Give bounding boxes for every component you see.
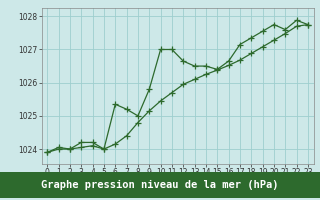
Text: Graphe pression niveau de la mer (hPa): Graphe pression niveau de la mer (hPa) <box>41 180 279 190</box>
